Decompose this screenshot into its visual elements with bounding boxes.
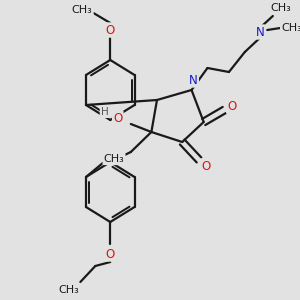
Text: H: H xyxy=(101,107,109,117)
Text: O: O xyxy=(201,160,210,172)
Text: N: N xyxy=(255,26,264,38)
Text: CH₃: CH₃ xyxy=(103,154,124,164)
Text: O: O xyxy=(113,112,122,124)
Text: N: N xyxy=(189,74,198,86)
Text: CH₃: CH₃ xyxy=(281,23,300,33)
Text: O: O xyxy=(106,248,115,260)
Text: O: O xyxy=(227,100,236,112)
Text: CH₃: CH₃ xyxy=(59,285,80,295)
Text: CH₃: CH₃ xyxy=(270,3,291,13)
Text: CH₃: CH₃ xyxy=(72,5,93,15)
Text: O: O xyxy=(106,23,115,37)
